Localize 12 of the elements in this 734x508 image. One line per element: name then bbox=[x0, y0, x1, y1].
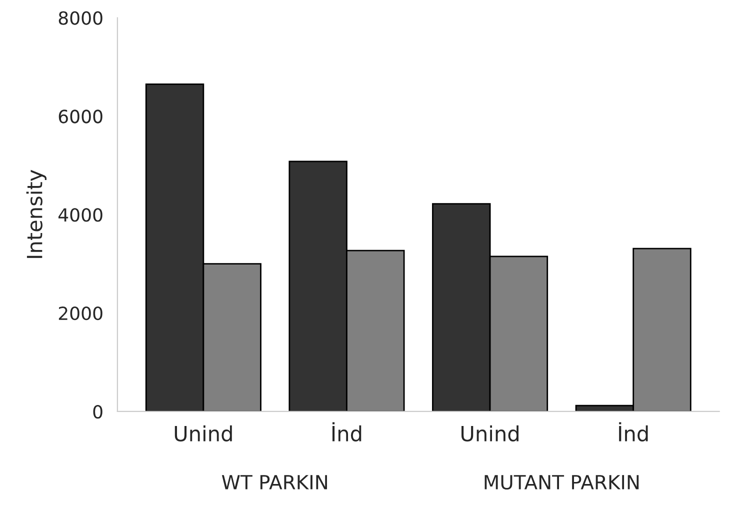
text: MUTANT PARKIN bbox=[484, 475, 639, 490]
x-tick-label: Unind bbox=[174, 425, 232, 442]
x-tick-label: İnd bbox=[332, 422, 362, 442]
text: WT PARKIN bbox=[222, 475, 327, 490]
y-tick-label: 8000 bbox=[58, 11, 102, 25]
x-tick-label: Unind bbox=[462, 425, 518, 442]
y-tick-label: 4000 bbox=[58, 208, 102, 222]
y-axis-title: Intensity bbox=[26, 170, 46, 258]
x-tick-label: İnd bbox=[619, 422, 648, 442]
y-tick-label: 0 bbox=[93, 404, 102, 419]
y-tick-label: 2000 bbox=[58, 306, 102, 320]
y-tick-label: 6000 bbox=[58, 110, 102, 124]
